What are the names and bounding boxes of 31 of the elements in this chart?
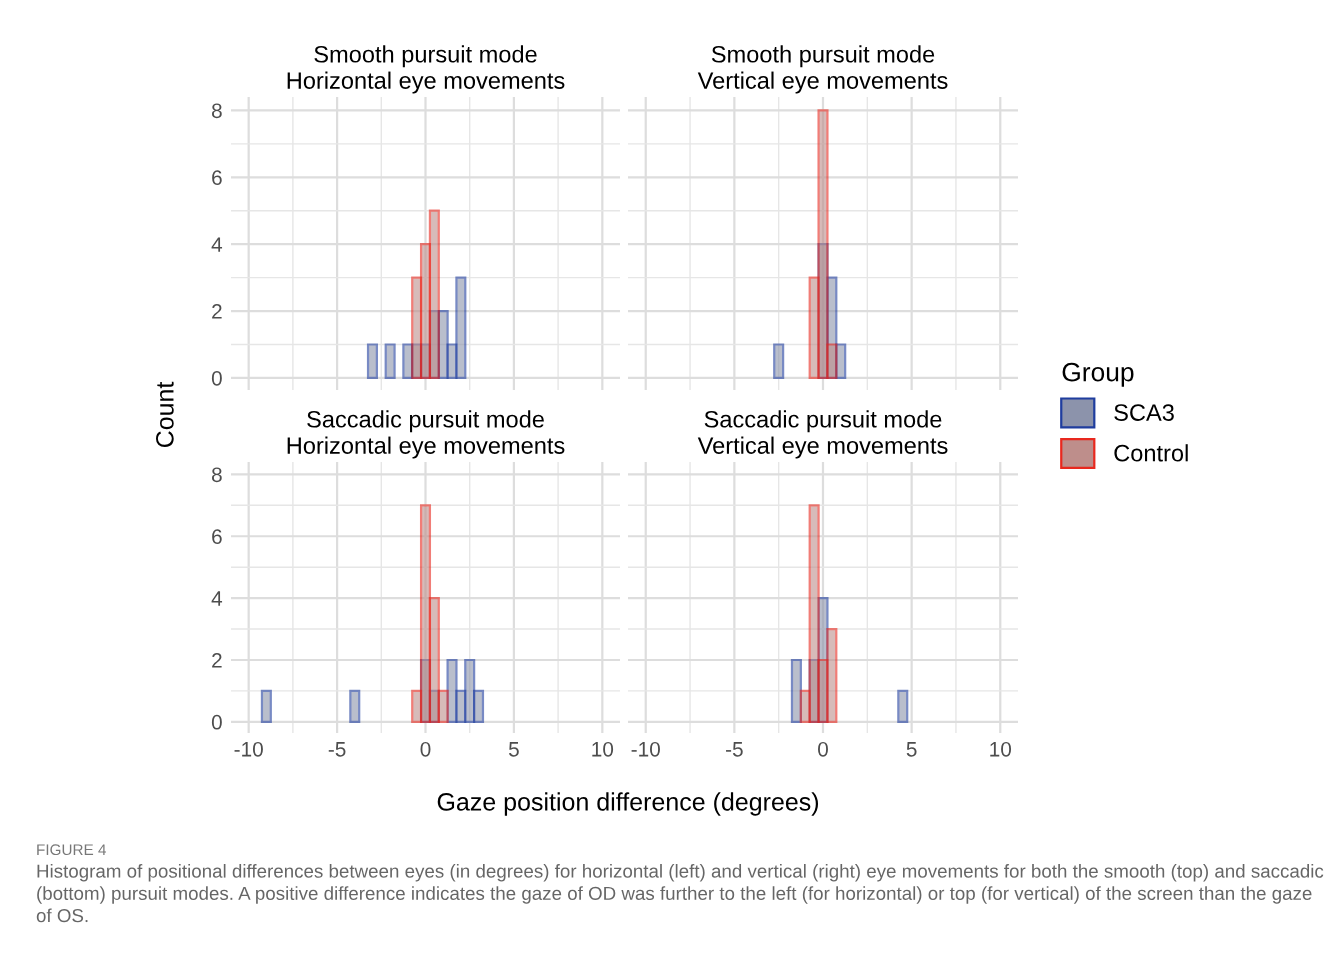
x-tick-label: 0 xyxy=(818,741,828,757)
x-tick-label: 0 xyxy=(420,741,431,757)
text: Histogram of positional differences between eyes (in degrees) for horizontal (left) and vertical (right) eye movements for both the smooth (top) and saccadic (bottom) pursuit modes. A positive difference indicates the gaze of OD was further to the left (for horizontal) or top (for vertical) of the screen than the gaze of OS. xyxy=(36,864,1324,923)
y-tick-label: 0 xyxy=(211,370,222,386)
legend-label: SCA3 xyxy=(1114,404,1174,421)
x-tick-label: -5 xyxy=(328,742,346,757)
x-tick-label: 10 xyxy=(592,741,614,757)
y-tick-label: 8 xyxy=(211,103,222,119)
chart-title: Smooth pursuit mode Horizontal eye movements xyxy=(287,45,565,94)
y-tick-label: 2 xyxy=(212,652,222,668)
caption: FIGURE 4 xyxy=(37,844,107,856)
legend-label: Control xyxy=(1114,444,1188,462)
x-tick-label: 10 xyxy=(990,741,1012,757)
y-tick-label: 8 xyxy=(211,467,222,483)
y-tick-label: 4 xyxy=(211,237,223,252)
chart-title: Smooth pursuit mode Vertical eye movements xyxy=(697,45,948,94)
x-tick-label: -5 xyxy=(726,742,743,757)
chart-title: Saccadic pursuit mode Vertical eye movements xyxy=(697,410,948,459)
x-tick-label: -10 xyxy=(234,741,263,757)
chart-title: Saccadic pursuit mode Horizontal eye movements xyxy=(287,410,565,459)
x-tick-label: 5 xyxy=(508,742,519,757)
x-axis-title: Gaze position difference (degrees) xyxy=(437,792,819,816)
x-tick-label: 5 xyxy=(906,742,917,757)
y-axis-title: Count xyxy=(156,381,174,448)
y-tick-label: 6 xyxy=(212,529,222,544)
legend-title: Group xyxy=(1062,362,1134,387)
y-tick-label: 4 xyxy=(211,591,223,606)
x-tick-label: -10 xyxy=(631,741,660,757)
y-tick-label: 0 xyxy=(211,714,222,730)
y-tick-label: 2 xyxy=(212,304,222,319)
y-tick-label: 6 xyxy=(212,170,222,186)
